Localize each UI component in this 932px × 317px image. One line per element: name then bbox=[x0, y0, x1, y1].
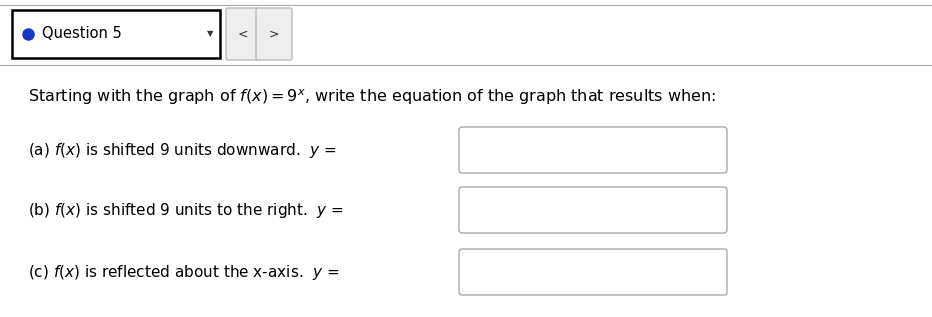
FancyBboxPatch shape bbox=[459, 187, 727, 233]
FancyBboxPatch shape bbox=[256, 8, 292, 60]
Text: Question 5: Question 5 bbox=[42, 27, 122, 42]
FancyBboxPatch shape bbox=[226, 8, 260, 60]
FancyBboxPatch shape bbox=[12, 10, 220, 58]
Text: (b) $f(x)$ is shifted 9 units to the right.  $y$ =: (b) $f(x)$ is shifted 9 units to the rig… bbox=[28, 200, 344, 219]
Text: Starting with the graph of $f(x) = 9^x$, write the equation of the graph that re: Starting with the graph of $f(x) = 9^x$,… bbox=[28, 87, 716, 107]
Text: (a) $f(x)$ is shifted 9 units downward.  $y$ =: (a) $f(x)$ is shifted 9 units downward. … bbox=[28, 140, 336, 159]
FancyBboxPatch shape bbox=[459, 127, 727, 173]
Text: ▼: ▼ bbox=[207, 29, 213, 38]
Text: <: < bbox=[238, 28, 248, 41]
Text: (c) $f(x)$ is reflected about the x-axis.  $y$ =: (c) $f(x)$ is reflected about the x-axis… bbox=[28, 262, 339, 281]
Text: >: > bbox=[268, 28, 280, 41]
FancyBboxPatch shape bbox=[459, 249, 727, 295]
